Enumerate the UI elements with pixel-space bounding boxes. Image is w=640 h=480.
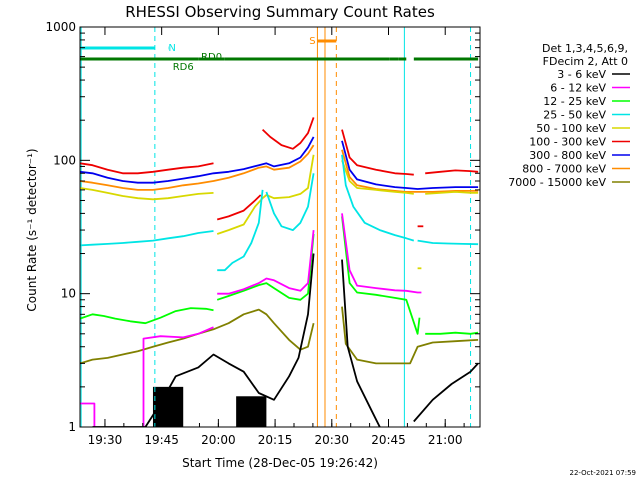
series-line-300-800-kev-1: [341, 140, 479, 190]
x-tick-label-20-30: 20:30: [314, 433, 349, 447]
series-line-50-100-kev-1: [216, 154, 315, 235]
legend-label-25-50-kev: 25 - 50 keV: [543, 109, 606, 122]
y-tick-label-1: 1: [68, 420, 76, 434]
series-line-50-100-kev-2: [341, 159, 414, 195]
legend: Det 1,3,4,5,6,9,FDecim 2, Att 03 - 6 keV…: [508, 42, 630, 189]
series-line-25-50-kev-0: [80, 230, 214, 247]
series-line-12-25-kev-0: [80, 307, 214, 325]
y-tick-label-1000: 1000: [45, 20, 76, 34]
series-line-50-100-kev-0: [80, 187, 214, 201]
y-axis-ticks: 1 10 100 1000: [45, 20, 480, 434]
legend-label-6-12-kev: 6 - 12 keV: [550, 82, 606, 95]
plot-content: [80, 27, 479, 427]
series-line-6-12-kev-1: [142, 326, 214, 427]
series-line-6-12-kev-2: [217, 230, 315, 295]
series-line-3-6-kev-1: [341, 259, 381, 427]
x-tick-label-19-30: 19:30: [88, 433, 123, 447]
series-line-100-300-kev-3: [341, 129, 414, 176]
series-line-100-300-kev-1: [216, 194, 262, 221]
x-tick-label-20-00: 20:00: [201, 433, 236, 447]
series-line-25-50-kev-4: [417, 239, 479, 246]
series-line-12-25-kev-1: [216, 233, 315, 301]
flag-label-rd0: RD0: [201, 52, 222, 63]
series-line-100-300-kev-5: [425, 169, 479, 175]
series-line-6-12-kev-0: [80, 402, 96, 427]
legend-label-12-25-kev: 12 - 25 keV: [543, 95, 606, 108]
legend-label-800-7000-kev: 800 - 7000 keV: [522, 163, 606, 176]
flag-label-s: S: [309, 36, 315, 47]
x-tick-label-20-45: 20:45: [371, 433, 406, 447]
x-axis-ticks: 19:30 19:45 20:00 20:15 20:30 20:45 21:00: [88, 27, 465, 447]
series-line-25-50-kev-1: [217, 189, 264, 272]
legend-label-7000-15000-kev: 7000 - 15000 keV: [508, 176, 606, 189]
x-axis-label: Start Time (28-Dec-05 19:26:42): [182, 456, 378, 470]
series-line-300-800-kev-0: [80, 136, 315, 184]
series-line-25-50-kev-2: [265, 173, 315, 232]
x-tick-label-20-15: 20:15: [258, 433, 293, 447]
plot-area: N RD0 RD6 S: [80, 27, 479, 427]
legend-label-300-800-kev: 300 - 800 keV: [529, 149, 606, 162]
chart-title: RHESSI Observing Summary Count Rates: [125, 3, 435, 21]
series-line-3-6-kev-0: [92, 253, 315, 427]
y-tick-label-10: 10: [61, 287, 76, 301]
series-line-100-300-kev-2: [261, 117, 315, 150]
series-line-3-6-kev-2: [413, 362, 479, 423]
series-line-800-7000-kev-1: [341, 149, 479, 193]
legend-label-3-6-kev: 3 - 6 keV: [557, 68, 606, 81]
legend-label-100-300-kev: 100 - 300 keV: [529, 136, 606, 149]
x-tick-label-21-00: 21:00: [428, 433, 463, 447]
footer-timestamp: 22-Oct-2021 07:59: [570, 469, 636, 477]
x-tick-label-19-45: 19:45: [144, 433, 179, 447]
series-line-12-25-kev-3: [425, 331, 479, 335]
legend-header-1: FDecim 2, Att 0: [543, 55, 628, 68]
legend-header-0: Det 1,3,4,5,6,9,: [542, 42, 628, 55]
series-line-25-50-kev-3: [341, 154, 415, 242]
series-line-6-12-kev-3: [341, 213, 422, 294]
series-line-7000-15000-kev-1: [341, 306, 479, 365]
series-line-12-25-kev-2: [341, 216, 421, 335]
series-line-50-100-kev-4: [425, 190, 479, 195]
y-tick-label-100: 100: [53, 153, 76, 167]
y-axis-label: Count Rate (s⁻¹ detector⁻¹): [25, 148, 39, 311]
flag-label-n: N: [168, 43, 175, 54]
axes-frame: [79, 26, 481, 428]
series-line-800-7000-kev-0: [80, 144, 315, 191]
legend-label-50-100-kev: 50 - 100 keV: [536, 122, 606, 135]
band-3-6-kev-1: [236, 396, 267, 427]
series-line-100-300-kev-0: [80, 162, 214, 175]
flag-label-rd6: RD6: [173, 62, 194, 73]
series-line-7000-15000-kev-0: [80, 308, 315, 365]
